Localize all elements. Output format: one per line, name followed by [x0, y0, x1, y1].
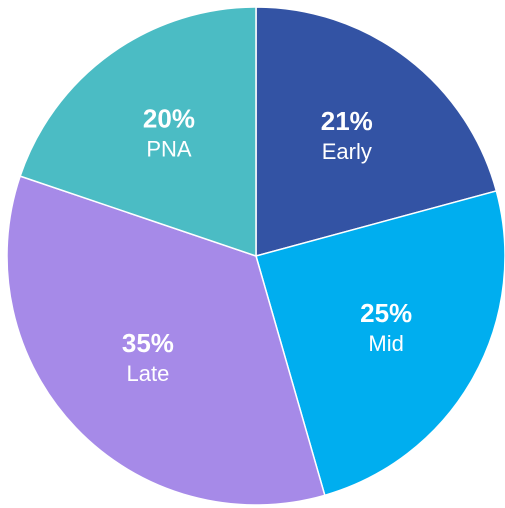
- slice-value-label: 35%: [122, 328, 174, 358]
- slice-category-label: Late: [127, 361, 170, 386]
- slice-category-label: Early: [322, 139, 372, 164]
- pie-slice: [19, 6, 257, 258]
- slice-category-label: PNA: [146, 136, 192, 161]
- slice-value-label: 21%: [321, 106, 373, 136]
- slice-value-label: 20%: [143, 103, 195, 133]
- slice-category-label: Mid: [368, 331, 403, 356]
- pie-slice: [255, 6, 498, 257]
- pie-slice: [6, 175, 326, 506]
- slice-value-label: 25%: [360, 298, 412, 328]
- pie-slice: [255, 190, 505, 497]
